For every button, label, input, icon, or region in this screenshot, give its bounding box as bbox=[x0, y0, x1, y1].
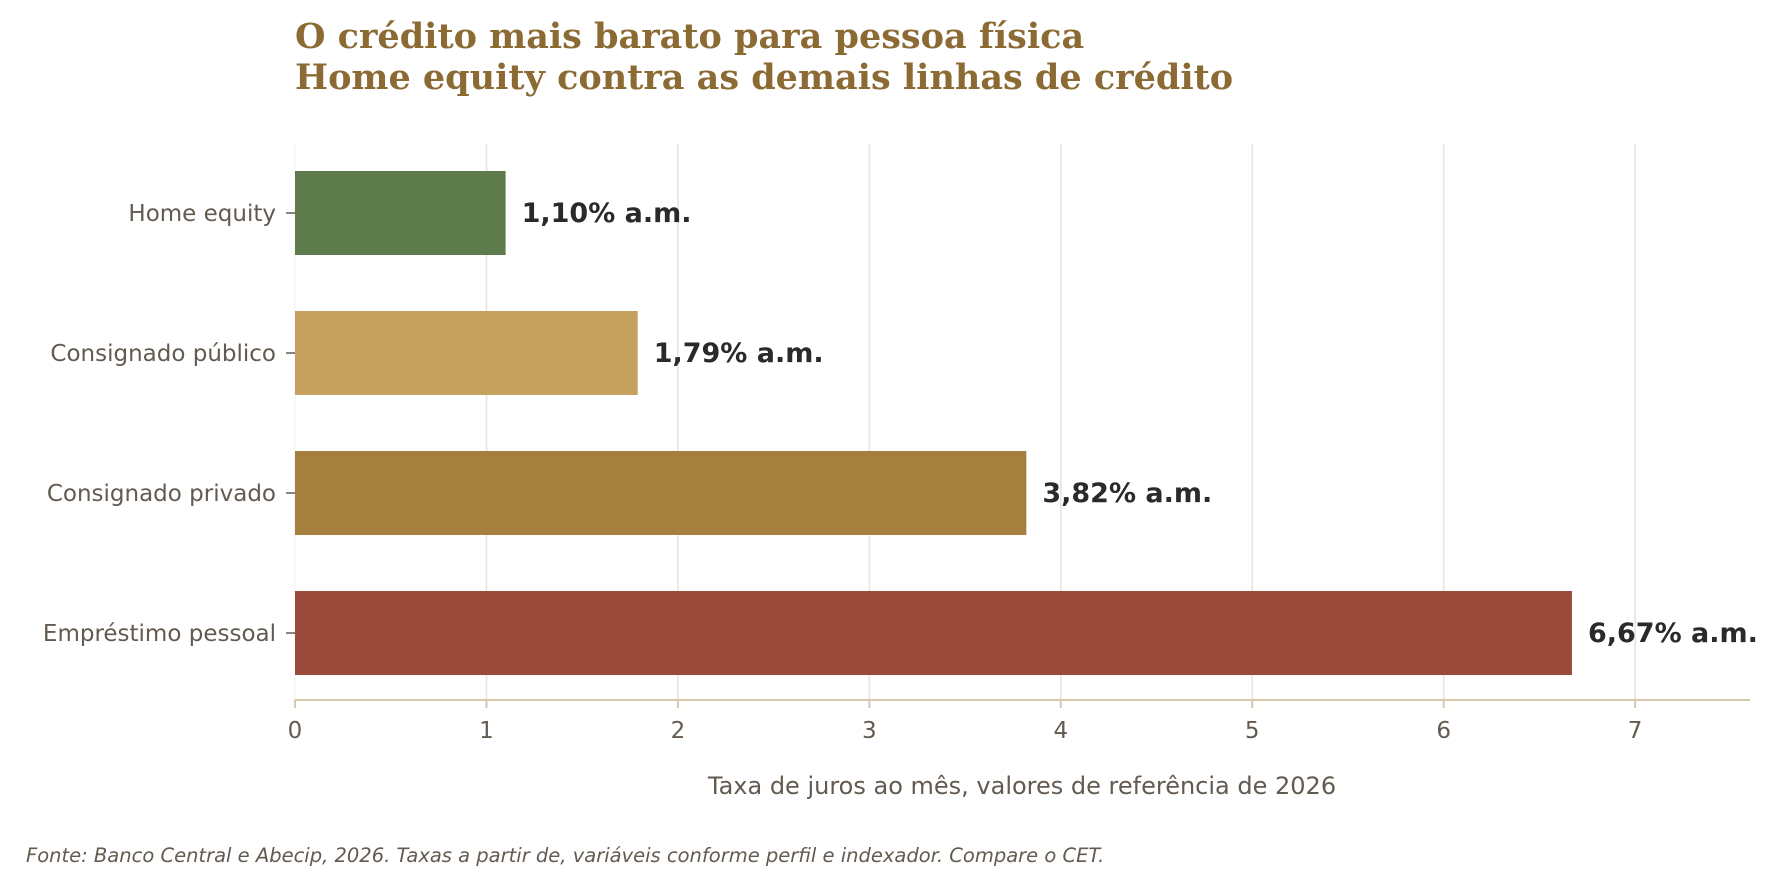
bar-1 bbox=[295, 171, 506, 255]
x-tick-label-0: 0 bbox=[288, 718, 303, 744]
x-tick-label-3: 3 bbox=[862, 718, 877, 744]
category-label-1: Home equity bbox=[128, 201, 276, 227]
chart-title-line-2: Home equity contra as demais linhas de c… bbox=[295, 57, 1233, 98]
value-label-1: 1,10% a.m. bbox=[522, 198, 692, 229]
category-label-2: Consignado público bbox=[50, 341, 276, 367]
bar-3 bbox=[295, 451, 1027, 535]
x-tick-label-5: 5 bbox=[1245, 718, 1260, 744]
value-label-2: 1,79% a.m. bbox=[654, 338, 824, 369]
x-tick-label-4: 4 bbox=[1053, 718, 1068, 744]
source-note: Fonte: Banco Central e Abecip, 2026. Tax… bbox=[26, 844, 1104, 867]
grid-lines bbox=[294, 144, 1636, 700]
y-axis: Home equity Consignado público Consignado … bbox=[43, 201, 295, 647]
bar-4 bbox=[295, 591, 1572, 675]
bar-2 bbox=[295, 311, 638, 395]
category-label-4: Empréstimo pessoal bbox=[43, 621, 276, 647]
value-label-3: 3,82% a.m. bbox=[1042, 478, 1212, 509]
value-label-4: 6,67% a.m. bbox=[1588, 618, 1758, 649]
chart-title: O crédito mais barato para pessoa física… bbox=[295, 16, 1233, 98]
bars: 1,10% a.m. 1,79% a.m. 3,82% a.m. 6,67% a.m. bbox=[295, 171, 1758, 675]
x-tick-label-7: 7 bbox=[1628, 718, 1643, 744]
x-tick-label-6: 6 bbox=[1436, 718, 1451, 744]
x-tick-label-1: 1 bbox=[479, 718, 494, 744]
x-tick-label-2: 2 bbox=[671, 718, 686, 744]
chart-title-line-1: O crédito mais barato para pessoa física bbox=[295, 16, 1084, 57]
x-axis-title: Taxa de juros ao mês, valores de referên… bbox=[707, 772, 1336, 800]
category-label-3: Consignado privado bbox=[47, 481, 276, 507]
x-axis: 0 1 2 3 4 5 6 7 bbox=[288, 699, 1750, 744]
